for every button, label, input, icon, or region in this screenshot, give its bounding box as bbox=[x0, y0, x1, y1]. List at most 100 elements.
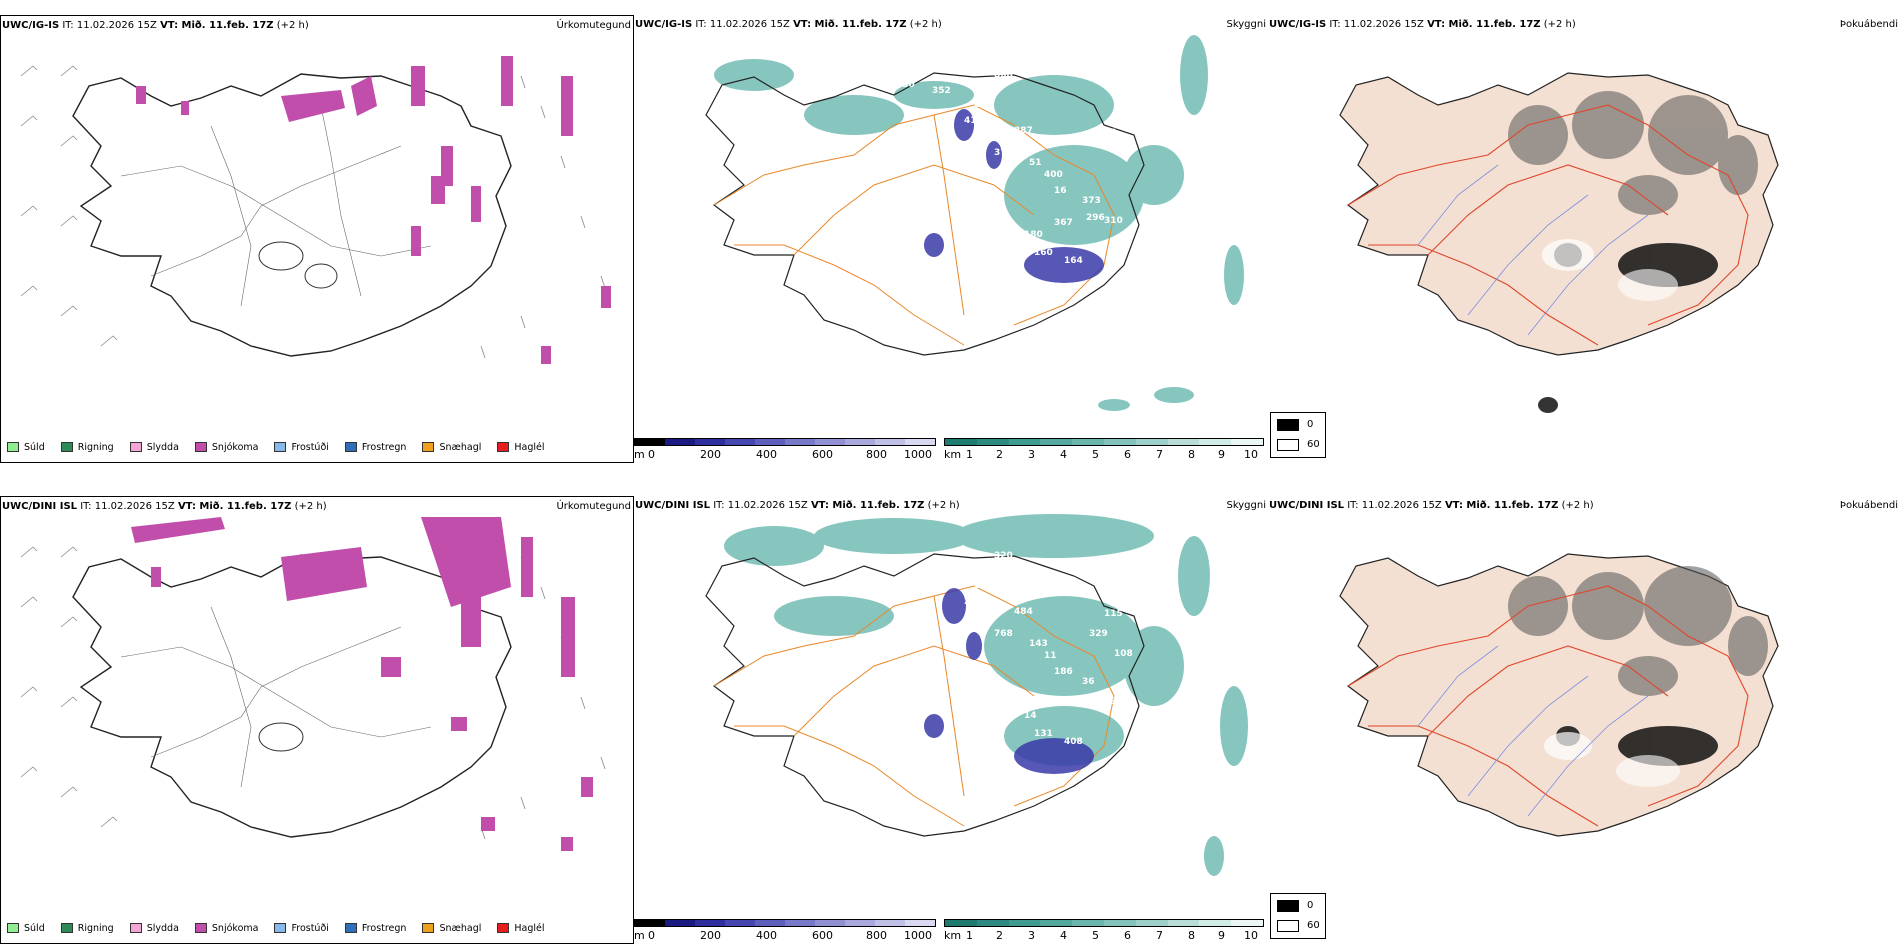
visibility-value-label: 33 bbox=[1104, 128, 1117, 138]
visibility-value-label: 51 bbox=[1029, 158, 1042, 168]
visibility-value-label: 310 bbox=[1104, 216, 1123, 226]
visibility-value-label: 14 bbox=[1024, 711, 1037, 721]
scale-tick: 6 bbox=[1124, 929, 1131, 942]
visibility-value-label: 108 bbox=[1114, 649, 1133, 659]
scale-unit: km bbox=[944, 929, 962, 942]
scale-tick: 800 bbox=[866, 448, 887, 461]
scale-tick: 7 bbox=[1156, 929, 1163, 942]
visibility-value-label: 484 bbox=[1014, 607, 1033, 617]
scale-tick: 8 bbox=[1188, 448, 1195, 461]
scale-tick: 3 bbox=[1028, 929, 1035, 942]
precip-title: UWC/IG-IS IT: 11.02.2026 15Z VT: Mið. 11… bbox=[2, 20, 309, 31]
legend-item: Snjókoma bbox=[194, 921, 258, 935]
precip-legend: Súld Rigning Slydda Snjókoma Frostúði Fr… bbox=[7, 440, 561, 454]
visibility-value-label: 387 bbox=[1014, 126, 1033, 136]
scale-unit: m bbox=[634, 448, 645, 461]
visibility-value-label: 164 bbox=[1064, 256, 1083, 266]
scale-tick: 400 bbox=[756, 448, 777, 461]
legend-item: Súld bbox=[7, 440, 45, 454]
visibility-value-label: 41 bbox=[964, 116, 977, 126]
fog-legend-row2: 0 60 bbox=[1270, 893, 1326, 939]
fog-panel-row2: UWC/DINI ISL IT: 11.02.2026 15Z VT: Mið.… bbox=[1268, 496, 1900, 944]
visibility-value-label: 244 bbox=[964, 559, 983, 569]
visibility-value-label: 186 bbox=[1054, 667, 1073, 677]
scale-tick: 400 bbox=[756, 929, 777, 942]
visibility-value-label: 329 bbox=[1089, 629, 1108, 639]
scale-tick: 10 bbox=[1244, 448, 1258, 461]
visibility-heading: Skyggni bbox=[1226, 19, 1266, 30]
scale-tick: 5 bbox=[1092, 448, 1099, 461]
visibility-value-label: 17 bbox=[1054, 699, 1067, 709]
scale-tick: 6 bbox=[1124, 448, 1131, 461]
scale-tick: 1000 bbox=[904, 448, 932, 461]
visibility-value-label: 320 bbox=[994, 551, 1013, 561]
visibility-value-label: 160 bbox=[1034, 248, 1053, 258]
visibility-panel-row1: 230 352 42 868 861 41 387 372 51 400 16 373 296 310 36… bbox=[634, 15, 1268, 463]
scale-tick: 7 bbox=[1156, 448, 1163, 461]
legend-item: Snæhagl bbox=[422, 921, 481, 935]
legend-item: Slydda bbox=[129, 921, 179, 935]
fog-map bbox=[1339, 72, 1779, 413]
visibility-value-label: 352 bbox=[932, 86, 951, 96]
visibility-value-label: 96 bbox=[896, 561, 909, 571]
visibility-value-label: 143 bbox=[1029, 639, 1048, 649]
legend-item: Rigning bbox=[60, 440, 114, 454]
visibility-value-label: 234 bbox=[964, 597, 983, 607]
visibility-value-label: 11 bbox=[1044, 651, 1057, 661]
scale-tick: 4 bbox=[1060, 929, 1067, 942]
precip-map bbox=[20, 517, 606, 851]
scale-tick: 0 bbox=[648, 448, 655, 461]
legend-item: Snjókoma bbox=[194, 440, 258, 454]
scale-tick: 8 bbox=[1188, 929, 1195, 942]
scale-m: m 0 200 400 600 800 1000 bbox=[634, 919, 936, 949]
visibility-value-label: 180 bbox=[1024, 230, 1043, 240]
visibility-value-label: 16 bbox=[1054, 186, 1067, 196]
fog-heading: Þokuábendi bbox=[1839, 500, 1898, 511]
scale-tick: 1 bbox=[966, 929, 973, 942]
scale-m: m 0 200 400 600 800 1000 bbox=[634, 438, 936, 468]
legend-item: Frostúði bbox=[274, 440, 329, 454]
scale-tick: 4 bbox=[1060, 448, 1067, 461]
scale-km: km 1 2 3 4 5 6 7 8 9 10 bbox=[944, 438, 1264, 468]
legend-item: Haglél bbox=[497, 440, 545, 454]
scale-unit: m bbox=[634, 929, 645, 942]
precip-heading: Úrkomutegund bbox=[556, 501, 631, 512]
visibility-map: 96 222 244 320 22 234 484 768 143 11 186 36 177 295 17… bbox=[705, 514, 1248, 876]
scale-tick: 3 bbox=[1028, 448, 1035, 461]
legend-item: Slydda bbox=[129, 440, 179, 454]
fog-map bbox=[1339, 553, 1779, 837]
fog-heading: Þokuábendi bbox=[1839, 19, 1898, 30]
visibility-value-label: 373 bbox=[1082, 196, 1101, 206]
visibility-value-label: 230 bbox=[896, 80, 915, 90]
visibility-value-label: 131 bbox=[1034, 729, 1053, 739]
visibility-value-label: 302 bbox=[934, 671, 953, 681]
scale-tick: 9 bbox=[1218, 929, 1225, 942]
precip-title: UWC/DINI ISL IT: 11.02.2026 15Z VT: Mið.… bbox=[2, 501, 327, 512]
fog-title: UWC/IG-IS IT: 11.02.2026 15Z VT: Mið. 11… bbox=[1269, 19, 1576, 30]
visibility-value-label: 868 bbox=[994, 70, 1013, 80]
visibility-value-label: 222 bbox=[932, 567, 951, 577]
visibility-value-label: 295 bbox=[1104, 697, 1123, 707]
visibility-value-label: 18 bbox=[1009, 689, 1022, 699]
legend-item: Haglél bbox=[497, 921, 545, 935]
scale-tick: 2 bbox=[996, 448, 1003, 461]
visibility-value-label: 408 bbox=[1064, 737, 1083, 747]
scale-tick: 1000 bbox=[904, 929, 932, 942]
scale-tick: 200 bbox=[700, 448, 721, 461]
legend-item: Rigning bbox=[60, 921, 114, 935]
scale-tick: 600 bbox=[812, 929, 833, 942]
visibility-value-label: 115 bbox=[1104, 609, 1123, 619]
scale-tick: 600 bbox=[812, 448, 833, 461]
scale-tick: 1 bbox=[966, 448, 973, 461]
precip-legend: Súld Rigning Slydda Snjókoma Frostúði Fr… bbox=[7, 921, 561, 935]
visibility-value-label: 367 bbox=[1054, 218, 1073, 228]
scale-tick: 10 bbox=[1244, 929, 1258, 942]
precip-map bbox=[20, 56, 611, 364]
visibility-value-label: 177 bbox=[1086, 694, 1105, 704]
visibility-value-label: 42 bbox=[964, 78, 977, 88]
visibility-value-label: 768 bbox=[994, 629, 1013, 639]
scale-tick: 800 bbox=[866, 929, 887, 942]
scale-tick: 9 bbox=[1218, 448, 1225, 461]
